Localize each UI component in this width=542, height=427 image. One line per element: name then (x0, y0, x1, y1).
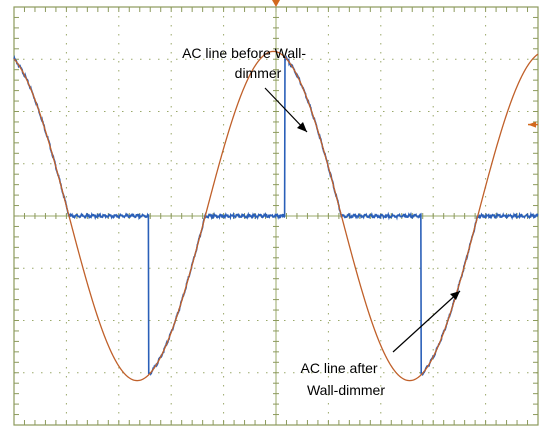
annotation-after-line-1: AC line after (301, 360, 378, 376)
traces (13, 50, 539, 382)
annotations: AC line before Wall- dimmer AC line afte… (182, 45, 461, 398)
annotation-after-line-2: Wall-dimmer (307, 382, 385, 398)
annotation-before-line-2: dimmer (235, 65, 282, 81)
series-ac-before (13, 50, 539, 382)
annotation-before-arrow (264, 87, 308, 133)
grid (13, 6, 539, 426)
annotation-before-line-1: AC line before Wall- (182, 45, 306, 61)
annotation-after-arrow (392, 290, 461, 353)
annotation-after-arrowhead (450, 291, 460, 300)
markers (272, 0, 538, 128)
annotation-before-arrowhead (297, 122, 307, 132)
annotation-after: AC line after Wall-dimmer (301, 360, 386, 398)
trigger-position-marker (272, 0, 280, 7)
annotation-before: AC line before Wall- dimmer (182, 45, 310, 81)
